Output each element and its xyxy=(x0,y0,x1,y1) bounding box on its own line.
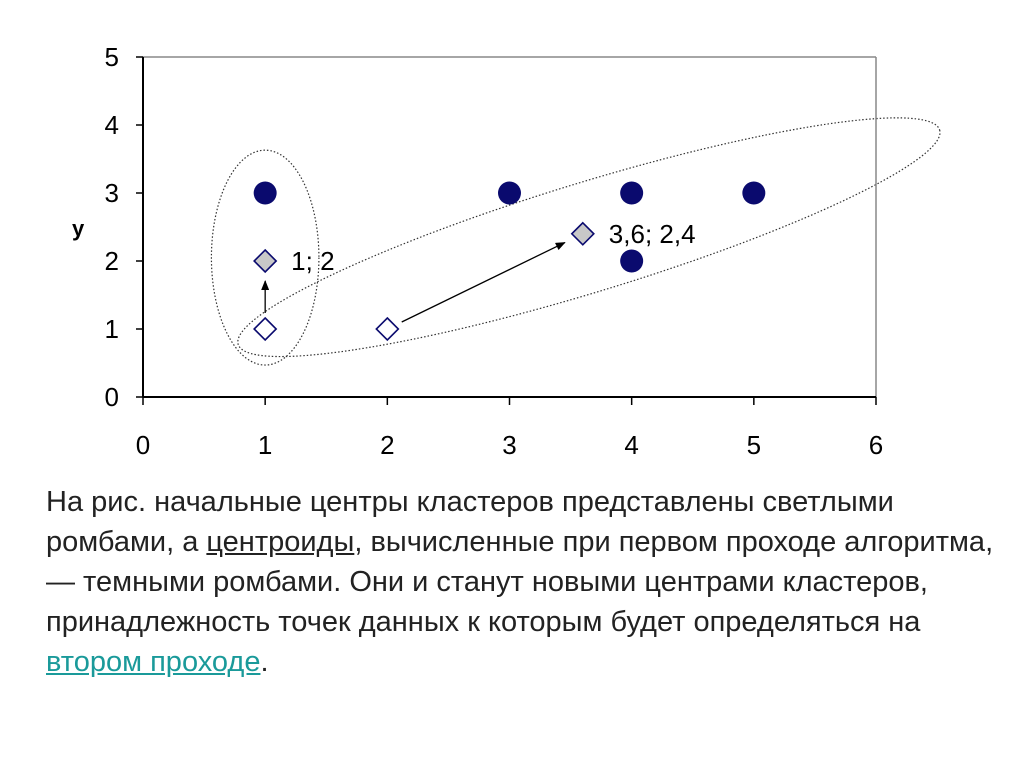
x-tick-label: 6 xyxy=(869,430,883,460)
scatter-chart: 0 1 2 3 4 5 6 0 1 2 3 4 5 1; 2 3,6; 2,4 y xyxy=(72,42,941,460)
caption-part-3: . xyxy=(260,646,269,678)
y-tick-label: 1 xyxy=(105,314,119,344)
initial-center-diamond xyxy=(375,316,400,342)
data-point-circle xyxy=(620,181,644,205)
point-annotations: 1; 2 3,6; 2,4 xyxy=(291,219,695,276)
x-tick-label: 2 xyxy=(380,430,394,460)
data-points xyxy=(253,181,766,342)
y-tick-label: 5 xyxy=(105,42,119,72)
caption-text: На рис. начальные центры кластеров предс… xyxy=(46,482,996,682)
y-axis-title: y xyxy=(72,216,85,241)
x-tick-label: 5 xyxy=(747,430,761,460)
data-point-circle xyxy=(742,181,766,205)
x-tick-label: 3 xyxy=(502,430,516,460)
centroid-arrow xyxy=(401,241,566,323)
x-tick-label: 4 xyxy=(624,430,638,460)
caption-part-2: , вычисленные при первом проходе алгорит… xyxy=(46,526,994,638)
data-point-circle xyxy=(620,249,644,273)
y-tick-label: 3 xyxy=(105,178,119,208)
x-tick-label: 1 xyxy=(258,430,272,460)
second-pass-link[interactable]: втором проходе xyxy=(46,646,261,678)
cluster-ellipses xyxy=(210,117,941,366)
centroid-diamond xyxy=(253,248,278,274)
cluster-ellipse xyxy=(210,149,320,366)
chart-axes: 0 1 2 3 4 5 6 0 1 2 3 4 5 xyxy=(105,42,884,460)
cluster-ellipse xyxy=(237,117,941,358)
centroid-arrows xyxy=(261,241,566,323)
centroid-diamond xyxy=(570,221,595,246)
x-tick-label: 0 xyxy=(136,430,150,460)
caption-part-1: На рис. начальные центры кластеров предс… xyxy=(46,486,894,558)
y-tick-label: 0 xyxy=(105,382,119,412)
y-tick-label: 4 xyxy=(105,110,119,140)
data-point-circle xyxy=(498,181,521,205)
centroids-term: центроиды xyxy=(206,526,355,558)
data-point-circle xyxy=(253,181,277,205)
y-tick-label: 2 xyxy=(105,246,119,276)
point-annotation: 3,6; 2,4 xyxy=(609,219,696,249)
initial-center-diamond xyxy=(253,316,278,342)
point-annotation: 1; 2 xyxy=(291,246,334,276)
